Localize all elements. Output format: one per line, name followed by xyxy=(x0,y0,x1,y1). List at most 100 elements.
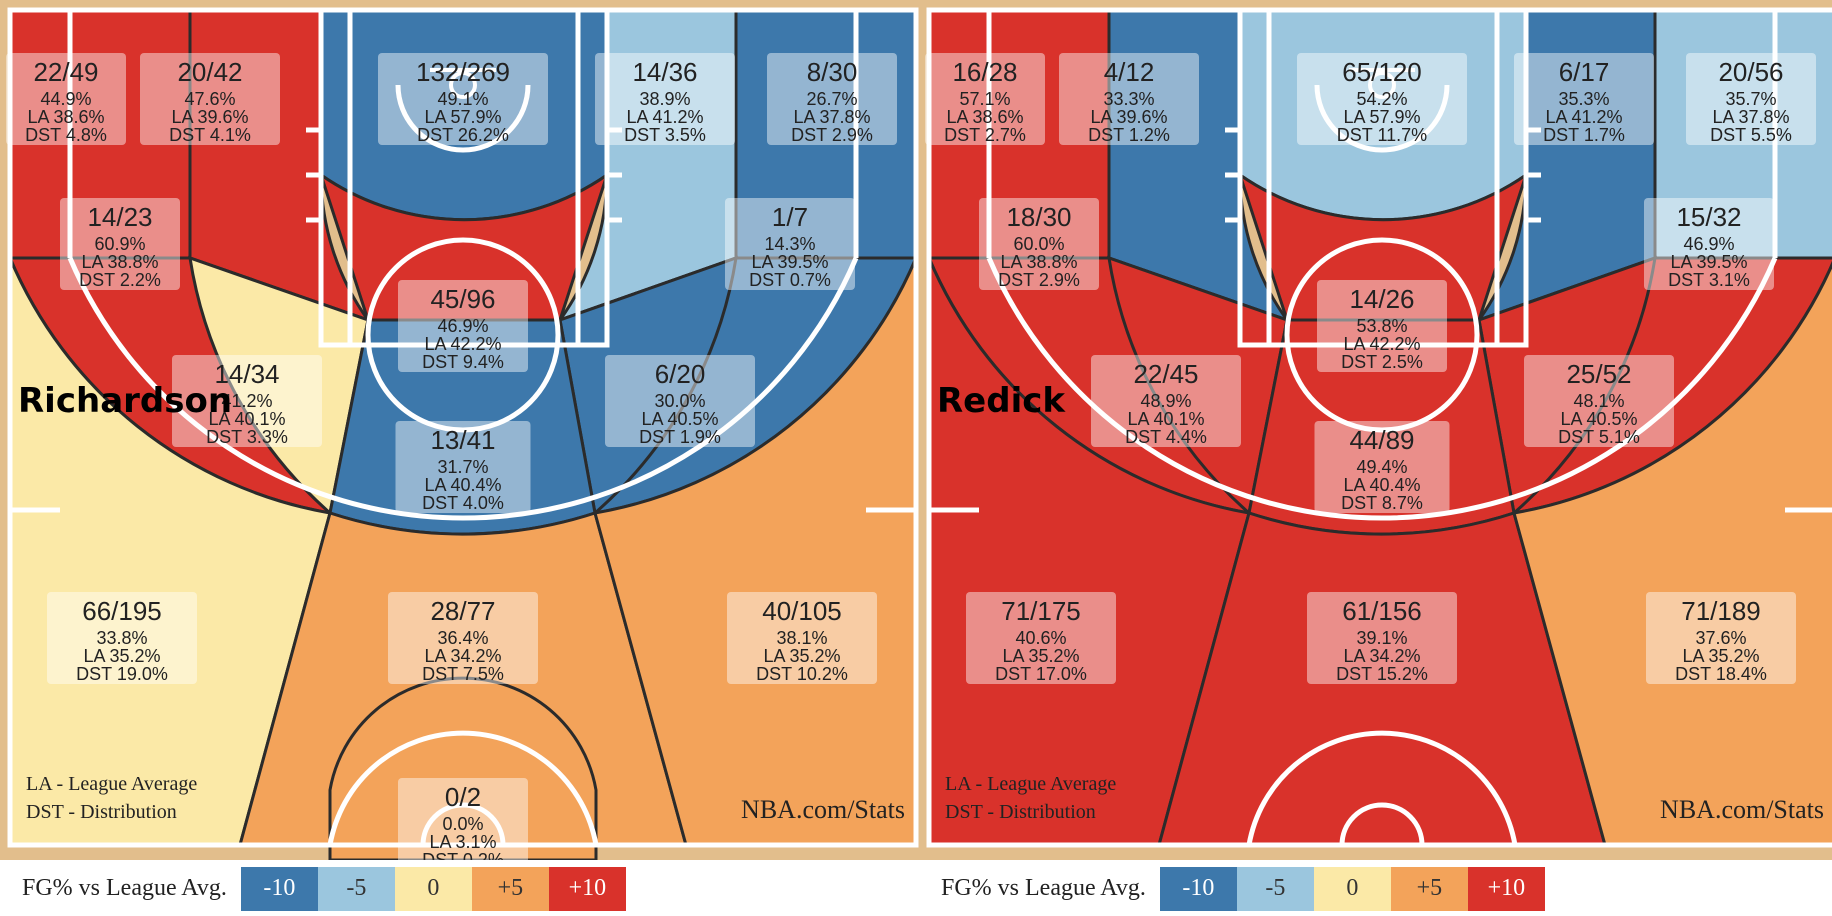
zone-distribution: DST 18.4% xyxy=(1675,664,1767,684)
zone-label-box xyxy=(979,198,1099,290)
zone-fg-pct: 60.0% xyxy=(1013,234,1064,254)
paint-inner xyxy=(347,7,581,348)
zone-distribution: DST 0.7% xyxy=(749,270,831,290)
zone-league-avg: LA 38.8% xyxy=(1000,252,1077,272)
zone-distribution: DST 19.0% xyxy=(76,664,168,684)
zone-league-avg: LA 57.9% xyxy=(424,107,501,127)
player-name-title: Redick xyxy=(937,381,1066,421)
free-throw-circle xyxy=(365,237,561,433)
zone-fg-pct: 35.7% xyxy=(1725,89,1776,109)
zone-fg-pct: 14.3% xyxy=(764,234,815,254)
zone-fg-pct: 48.9% xyxy=(1140,391,1191,411)
zone-label-box xyxy=(6,53,126,145)
zone-label-box xyxy=(398,280,528,372)
zone-made-attempts: 20/56 xyxy=(1718,57,1783,87)
zone-distribution: DST 2.9% xyxy=(791,125,873,145)
zone-label-box xyxy=(767,53,897,145)
zone-label-box xyxy=(395,421,531,513)
zone-distribution: DST 4.4% xyxy=(1125,427,1207,447)
zone-fg-pct: 40.6% xyxy=(1015,628,1066,648)
zone-league-avg: LA 35.2% xyxy=(1002,646,1079,666)
zone-league-avg: LA 38.6% xyxy=(27,107,104,127)
zone-fg-pct: 60.9% xyxy=(94,234,145,254)
zone-made-attempts: 6/20 xyxy=(655,359,706,389)
zone-league-avg: LA 41.2% xyxy=(1545,107,1622,127)
zone-fg-pct: 26.7% xyxy=(806,89,857,109)
zone-distribution: DST 11.7% xyxy=(1337,125,1427,145)
zone-mid-range-right-elbow xyxy=(558,255,738,516)
zone-fg-pct: 30.0% xyxy=(654,391,705,411)
zone-fg-pct: 46.9% xyxy=(1683,234,1734,254)
zone-label-box xyxy=(1307,592,1457,684)
zone-three-right-wing xyxy=(1512,261,1832,847)
court-note: DST - Distribution xyxy=(945,801,1096,823)
zone-backcourt xyxy=(328,676,598,860)
zone-made-attempts: 71/175 xyxy=(1001,596,1081,626)
free-throw-circle xyxy=(1284,237,1480,433)
zone-label-box xyxy=(1644,198,1774,290)
zone-label-box xyxy=(1317,280,1447,372)
restricted-arc xyxy=(395,84,531,153)
zone-distribution: DST 4.8% xyxy=(25,125,107,145)
zone-made-attempts: 40/105 xyxy=(762,596,842,626)
shot-chart-richardson: 22/49 44.9% LA 38.6% DST 4.8% 20/42 47.6% LA 3… xyxy=(0,0,926,860)
zone-league-avg: LA 39.6% xyxy=(1090,107,1167,127)
zone-label-box xyxy=(1686,53,1816,145)
court-note: LA - League Average xyxy=(26,773,197,795)
zone-label-box xyxy=(388,592,538,684)
zone-label-box xyxy=(725,198,855,290)
zone-distribution: DST 2.7% xyxy=(944,125,1026,145)
zone-label-box xyxy=(1091,355,1241,447)
zone-distribution: DST 4.1% xyxy=(169,125,251,145)
court-note: LA - League Average xyxy=(945,773,1116,795)
hoop xyxy=(1368,71,1396,99)
zone-three-left-wing xyxy=(8,257,332,847)
zone-fg-pct: 46.9% xyxy=(437,316,488,336)
legend-plus10: +10 xyxy=(548,866,626,911)
zone-fg-pct: 49.4% xyxy=(1356,457,1407,477)
zone-made-attempts: 13/41 xyxy=(430,425,495,455)
legend-plus5: +5 xyxy=(471,866,549,911)
zone-label-box xyxy=(172,355,322,447)
zone-label-box xyxy=(925,53,1045,145)
zone-label-box xyxy=(1059,53,1199,145)
legend-minus10: -10 xyxy=(240,866,318,911)
zone-made-attempts: 45/96 xyxy=(430,284,495,314)
legend-minus5: -5 xyxy=(317,866,395,911)
center-circle xyxy=(327,730,599,846)
zone-made-attempts: 61/156 xyxy=(1342,596,1422,626)
zone-league-avg: LA 42.2% xyxy=(1343,334,1420,354)
zone-label-box xyxy=(1514,53,1654,145)
restricted-arc xyxy=(1314,84,1450,153)
legend-plus10: +10 xyxy=(1467,866,1545,911)
zone-fg-pct: 31.7% xyxy=(437,457,488,477)
zone-made-attempts: 14/34 xyxy=(214,359,279,389)
zone-label-box xyxy=(398,778,528,860)
court-note: DST - Distribution xyxy=(26,801,177,823)
zone-made-attempts: 22/45 xyxy=(1133,359,1198,389)
legend-minus5: -5 xyxy=(1236,866,1314,911)
zone-league-avg: LA 39.5% xyxy=(1670,252,1747,272)
zone-distribution: DST 5.1% xyxy=(1558,427,1640,447)
zone-made-attempts: 15/32 xyxy=(1676,202,1741,232)
zone-league-avg: LA 40.4% xyxy=(1343,475,1420,495)
zone-league-avg: LA 35.2% xyxy=(1682,646,1759,666)
zone-distribution: DST 7.5% xyxy=(422,664,504,684)
zone-fg-pct: 36.4% xyxy=(437,628,488,648)
center-circle-inner xyxy=(420,802,506,846)
zone-label-box xyxy=(1646,592,1796,684)
zone-made-attempts: 0/2 xyxy=(445,782,481,812)
fg-legend-left: FG% vs League Avg. -10 -5 0 +5 +10 xyxy=(0,861,919,916)
zone-fg-pct: 0.0% xyxy=(442,814,483,834)
zone-three-left-wing xyxy=(927,257,1251,847)
zone-distribution: DST 3.3% xyxy=(206,427,288,447)
zone-fg-pct: 37.6% xyxy=(1695,628,1746,648)
zone-fg-pct: 39.1% xyxy=(1356,628,1407,648)
watermark-nba-stats: NBA.com/Stats xyxy=(741,795,905,824)
zone-fg-pct: 49.1% xyxy=(437,89,488,109)
zone-league-avg: LA 40.5% xyxy=(641,409,718,429)
zone-league-avg: LA 37.8% xyxy=(1712,107,1789,127)
zone-fg-pct: 57.1% xyxy=(959,89,1010,109)
zone-in-the-paint-non-ra- xyxy=(1237,171,1529,322)
